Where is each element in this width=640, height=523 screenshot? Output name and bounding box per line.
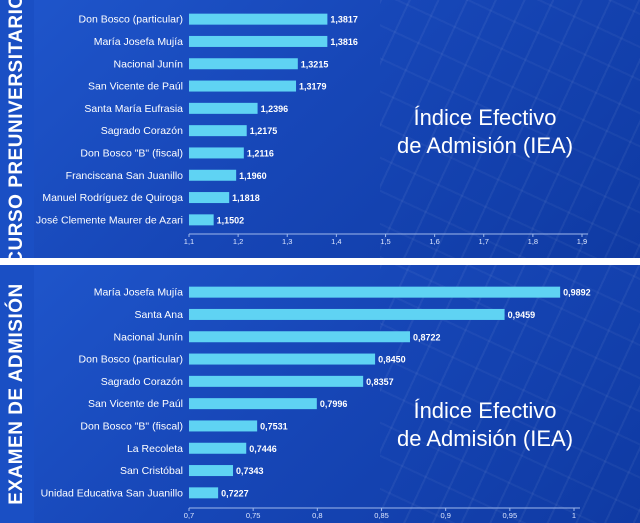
bar — [189, 487, 219, 499]
x-tick-label: 1,5 — [380, 237, 390, 246]
data-label: 1,3215 — [301, 59, 329, 69]
category-label: Santa María Eufrasia — [84, 103, 183, 115]
bar — [189, 80, 297, 92]
data-label: 1,2396 — [261, 104, 289, 114]
data-label: 0,8357 — [366, 377, 394, 387]
category-label: La Recoleta — [127, 443, 183, 455]
bar — [189, 169, 237, 181]
background-decoration — [380, 0, 640, 258]
category-label: Sagrado Corazón — [101, 376, 183, 388]
category-label: Don Bosco (particular) — [79, 14, 183, 26]
data-label: 0,8450 — [378, 355, 406, 365]
data-label: 0,7531 — [260, 421, 288, 431]
data-label: 1,2116 — [247, 148, 274, 158]
data-label: 1,2175 — [250, 126, 278, 136]
category-label: San Vicente de Paúl — [88, 81, 183, 93]
x-tick-label: 0,9 — [440, 511, 450, 520]
x-tick-label: 1,9 — [577, 237, 587, 246]
bar — [189, 420, 258, 432]
category-label: Nacional Junín — [114, 58, 184, 70]
category-label: Franciscana San Juanillo — [66, 170, 183, 182]
x-tick-label: 0,75 — [246, 511, 261, 520]
side-band: CURSO PREUNIVERSITARIO — [0, 0, 34, 258]
data-label: 1,1960 — [239, 171, 267, 181]
chart-title: Índice Efectivo de Admisión (IEA) — [396, 105, 574, 158]
data-label: 0,7996 — [320, 399, 348, 409]
bar — [189, 331, 410, 343]
bar — [189, 442, 247, 454]
category-label: San Cristóbal — [120, 465, 183, 477]
bar — [189, 465, 234, 477]
bar-chart-examen: María Josefa Mujía 0,9892 Santa Ana 0,9459 N… — [41, 286, 591, 520]
data-label: 0,7227 — [221, 488, 249, 498]
bar — [189, 286, 561, 298]
data-label: 1,1502 — [217, 215, 245, 225]
data-label: 1,3816 — [330, 37, 358, 47]
bar — [189, 353, 376, 365]
x-tick-label: 0,95 — [503, 511, 518, 520]
background-decoration — [380, 265, 640, 523]
bar — [189, 192, 230, 204]
category-label: María Josefa Mujía — [94, 287, 183, 299]
data-label: 1,3817 — [330, 15, 358, 25]
x-tick-label: 1,7 — [479, 237, 489, 246]
bar — [189, 214, 214, 226]
bar — [189, 308, 505, 320]
category-label: Manuel Rodríguez de Quiroga — [42, 192, 183, 204]
data-label: 0,8722 — [413, 332, 441, 342]
x-tick-label: 0,85 — [374, 511, 389, 520]
data-label: 1,1818 — [232, 193, 260, 203]
x-tick-label: 1,2 — [233, 237, 243, 246]
category-label: Don Bosco "B" (fiscal) — [80, 147, 183, 159]
data-label: 0,9892 — [563, 288, 591, 298]
category-label: Sagrado Corazón — [101, 125, 183, 137]
bar — [189, 35, 328, 47]
x-tick-label: 0,7 — [184, 511, 194, 520]
bar — [189, 147, 244, 159]
x-tick-label: 1,8 — [528, 237, 538, 246]
data-label: 0,7446 — [249, 444, 277, 454]
x-tick-label: 1,4 — [331, 237, 341, 246]
x-tick-label: 0,8 — [312, 511, 322, 520]
bar — [189, 13, 328, 25]
x-tick-label: 1,3 — [282, 237, 292, 246]
bar — [189, 58, 298, 70]
category-label: Unidad Educativa San Juanillo — [41, 487, 184, 499]
category-label: Nacional Junín — [114, 331, 184, 343]
x-tick-label: 1,1 — [184, 237, 194, 246]
bar — [189, 102, 258, 114]
data-label: 1,3179 — [299, 82, 327, 92]
side-band: EXAMEN DE ADMISIÓN — [0, 265, 34, 523]
data-label: 0,9459 — [508, 310, 536, 320]
category-label: Santa Ana — [135, 309, 184, 321]
bar — [189, 398, 317, 410]
chart-title: Índice Efectivo de Admisión (IEA) — [396, 398, 574, 451]
category-label: San Vicente de Paúl — [88, 398, 183, 410]
category-label: Don Bosco (particular) — [79, 354, 183, 366]
category-label: Don Bosco "B" (fiscal) — [80, 420, 183, 432]
panel-examen-admision: EXAMEN DE ADMISIÓN María Josefa Mujía 0,9… — [0, 265, 640, 523]
panel-curso-preuniversitario: CURSO PREUNIVERSITARIO Don Bosco (partic… — [0, 0, 640, 258]
bar — [189, 375, 364, 387]
x-tick-label: 1,6 — [429, 237, 439, 246]
x-tick-label: 1 — [572, 511, 576, 520]
data-label: 0,7343 — [236, 466, 264, 476]
category-label: José Clemente Maurer de Azari — [36, 214, 183, 226]
bar — [189, 125, 247, 137]
bar-chart-curso: Don Bosco (particular) 1,3817 María Josefa… — [36, 13, 588, 246]
category-label: María Josefa Mujía — [94, 36, 183, 48]
